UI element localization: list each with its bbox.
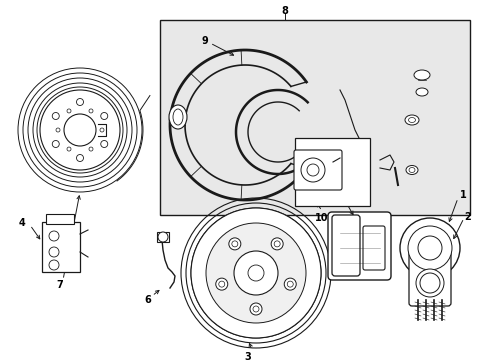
Circle shape <box>67 147 71 151</box>
Ellipse shape <box>169 105 186 129</box>
Circle shape <box>252 306 259 312</box>
Circle shape <box>284 278 296 290</box>
Bar <box>294 138 369 206</box>
Circle shape <box>52 112 59 120</box>
Circle shape <box>101 140 107 148</box>
Circle shape <box>101 112 107 120</box>
Text: 1: 1 <box>459 190 466 200</box>
Text: 2: 2 <box>464 212 470 222</box>
Circle shape <box>218 281 224 287</box>
Ellipse shape <box>404 115 418 125</box>
Circle shape <box>89 109 93 113</box>
Circle shape <box>76 99 83 105</box>
Circle shape <box>247 265 264 281</box>
Circle shape <box>249 303 262 315</box>
Circle shape <box>49 260 59 270</box>
Bar <box>42 222 80 272</box>
Circle shape <box>419 273 439 293</box>
Circle shape <box>100 128 104 132</box>
Text: 5: 5 <box>334 192 341 202</box>
Ellipse shape <box>405 166 417 175</box>
Circle shape <box>52 140 59 148</box>
Circle shape <box>40 90 120 170</box>
Ellipse shape <box>408 167 414 172</box>
Ellipse shape <box>407 117 415 122</box>
Circle shape <box>306 164 318 176</box>
Circle shape <box>49 231 59 241</box>
Circle shape <box>399 218 459 278</box>
Bar <box>46 214 74 224</box>
Circle shape <box>191 208 320 338</box>
Text: 3: 3 <box>244 352 251 360</box>
Circle shape <box>205 223 305 323</box>
Ellipse shape <box>173 109 183 125</box>
Circle shape <box>301 158 325 182</box>
Ellipse shape <box>413 70 429 80</box>
Text: 8: 8 <box>281 6 288 16</box>
Circle shape <box>56 128 60 132</box>
Circle shape <box>286 281 293 287</box>
Circle shape <box>234 251 278 295</box>
Circle shape <box>228 238 241 250</box>
Text: 6: 6 <box>144 295 151 305</box>
Bar <box>160 20 469 215</box>
Circle shape <box>231 241 237 247</box>
Circle shape <box>215 278 227 290</box>
Circle shape <box>76 154 83 162</box>
Circle shape <box>417 236 441 260</box>
FancyBboxPatch shape <box>327 212 390 280</box>
FancyBboxPatch shape <box>293 150 341 190</box>
Circle shape <box>415 269 443 297</box>
Ellipse shape <box>415 88 427 96</box>
Circle shape <box>274 241 280 247</box>
Text: 7: 7 <box>57 280 63 290</box>
Circle shape <box>89 147 93 151</box>
Bar <box>157 232 169 242</box>
Text: 4: 4 <box>19 218 25 228</box>
Circle shape <box>271 238 283 250</box>
Circle shape <box>407 226 451 270</box>
Circle shape <box>64 114 96 146</box>
Text: 9: 9 <box>201 36 208 46</box>
FancyBboxPatch shape <box>408 245 450 306</box>
Text: 10: 10 <box>315 213 328 223</box>
FancyBboxPatch shape <box>331 215 359 276</box>
Circle shape <box>67 109 71 113</box>
FancyBboxPatch shape <box>362 226 384 270</box>
Circle shape <box>49 247 59 257</box>
Circle shape <box>158 232 168 242</box>
